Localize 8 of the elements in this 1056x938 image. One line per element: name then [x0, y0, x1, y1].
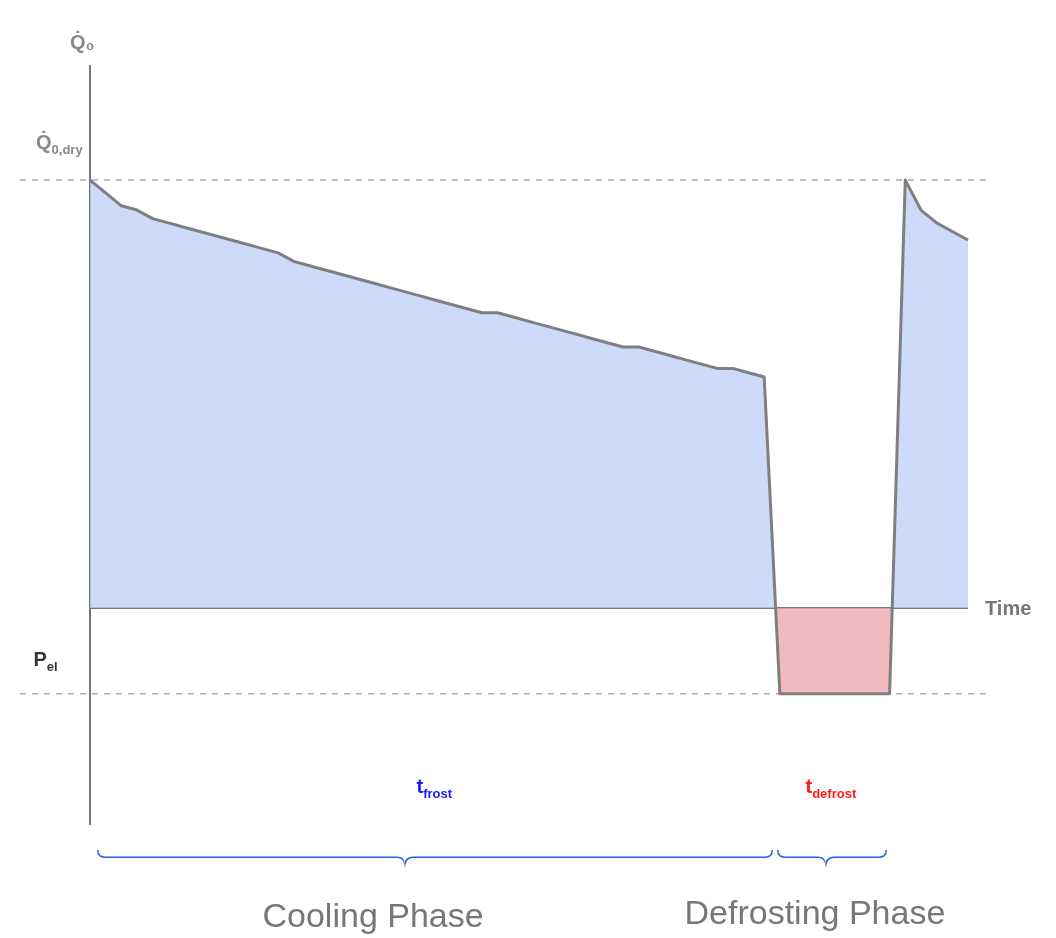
- ref-line-label: P$_{el}$: [33, 647, 58, 674]
- text: Q̇₀: [70, 30, 95, 54]
- ref-line-label: Q̇$_{0,dry}$: [36, 131, 83, 158]
- text: t$_{frost}$: [416, 775, 453, 801]
- text: t$_{defrost}$: [805, 775, 857, 801]
- text: Cooling Phase: [262, 895, 484, 935]
- x-axis-title: Time: [985, 596, 1032, 620]
- text: Defrosting Phase: [684, 892, 946, 932]
